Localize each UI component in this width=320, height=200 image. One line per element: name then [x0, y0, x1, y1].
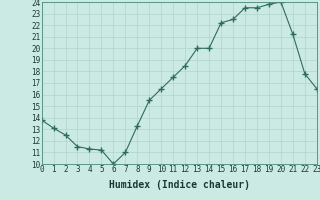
- X-axis label: Humidex (Indice chaleur): Humidex (Indice chaleur): [109, 180, 250, 190]
